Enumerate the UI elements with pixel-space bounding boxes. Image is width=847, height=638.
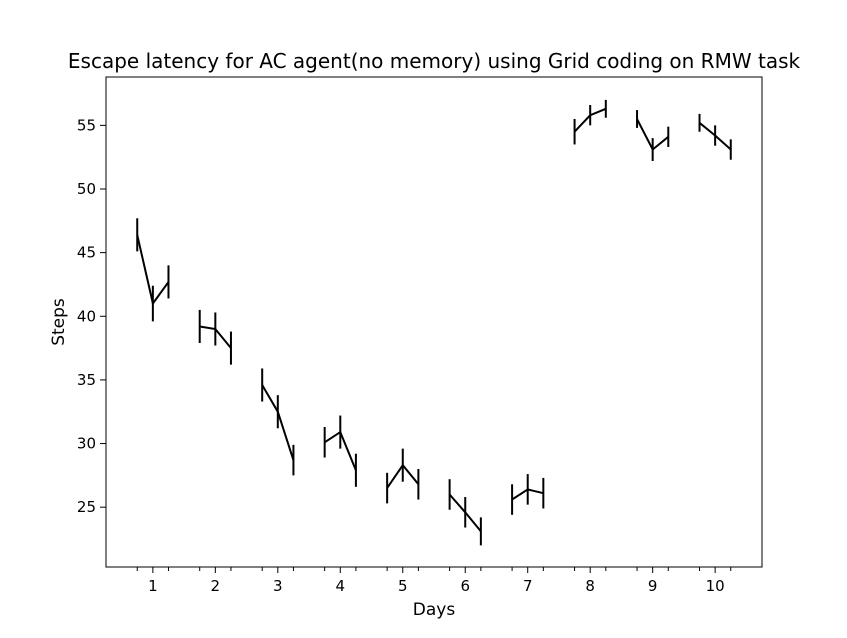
y-axis-label: Steps [49, 298, 69, 346]
y-tick-label: 40 [77, 307, 96, 325]
series-day-8 [573, 99, 607, 145]
x-tick-label: 4 [336, 577, 346, 595]
x-tick-label: 10 [706, 577, 725, 595]
x-tick-label: 9 [648, 577, 658, 595]
y-tick-label: 50 [77, 180, 96, 198]
x-tick-label: 6 [460, 577, 470, 595]
x-tick-label: 2 [211, 577, 221, 595]
y-tick-label: 30 [77, 435, 96, 453]
x-axis-ticks: 1 2 3 4 5 6 7 8 9 10 [136, 567, 732, 595]
x-tick-label: 1 [148, 577, 158, 595]
y-tick-label: 45 [77, 244, 96, 262]
x-tick-label: 7 [523, 577, 533, 595]
plot-frame [105, 76, 763, 568]
x-tick-label: 8 [585, 577, 595, 595]
series-layer [136, 99, 732, 546]
series-day-4 [323, 415, 357, 487]
x-tick-label: 5 [398, 577, 408, 595]
chart-title: Escape latency for AC agent(no memory) u… [68, 49, 801, 73]
y-axis-ticks: 25 30 35 40 45 50 55 [77, 116, 106, 516]
y-tick-label: 25 [77, 498, 96, 516]
series-day-10 [698, 113, 732, 160]
y-tick-label: 55 [77, 116, 96, 134]
series-day-3 [261, 368, 295, 476]
series-day-9 [636, 110, 670, 161]
y-tick-label: 35 [77, 371, 96, 389]
series-day-2 [198, 309, 232, 365]
series-day-6 [448, 479, 482, 546]
series-day-1 [136, 218, 170, 322]
series-day-7 [511, 474, 545, 515]
series-day-5 [386, 448, 420, 504]
x-tick-label: 3 [273, 577, 283, 595]
x-axis-label: Days [413, 600, 456, 620]
